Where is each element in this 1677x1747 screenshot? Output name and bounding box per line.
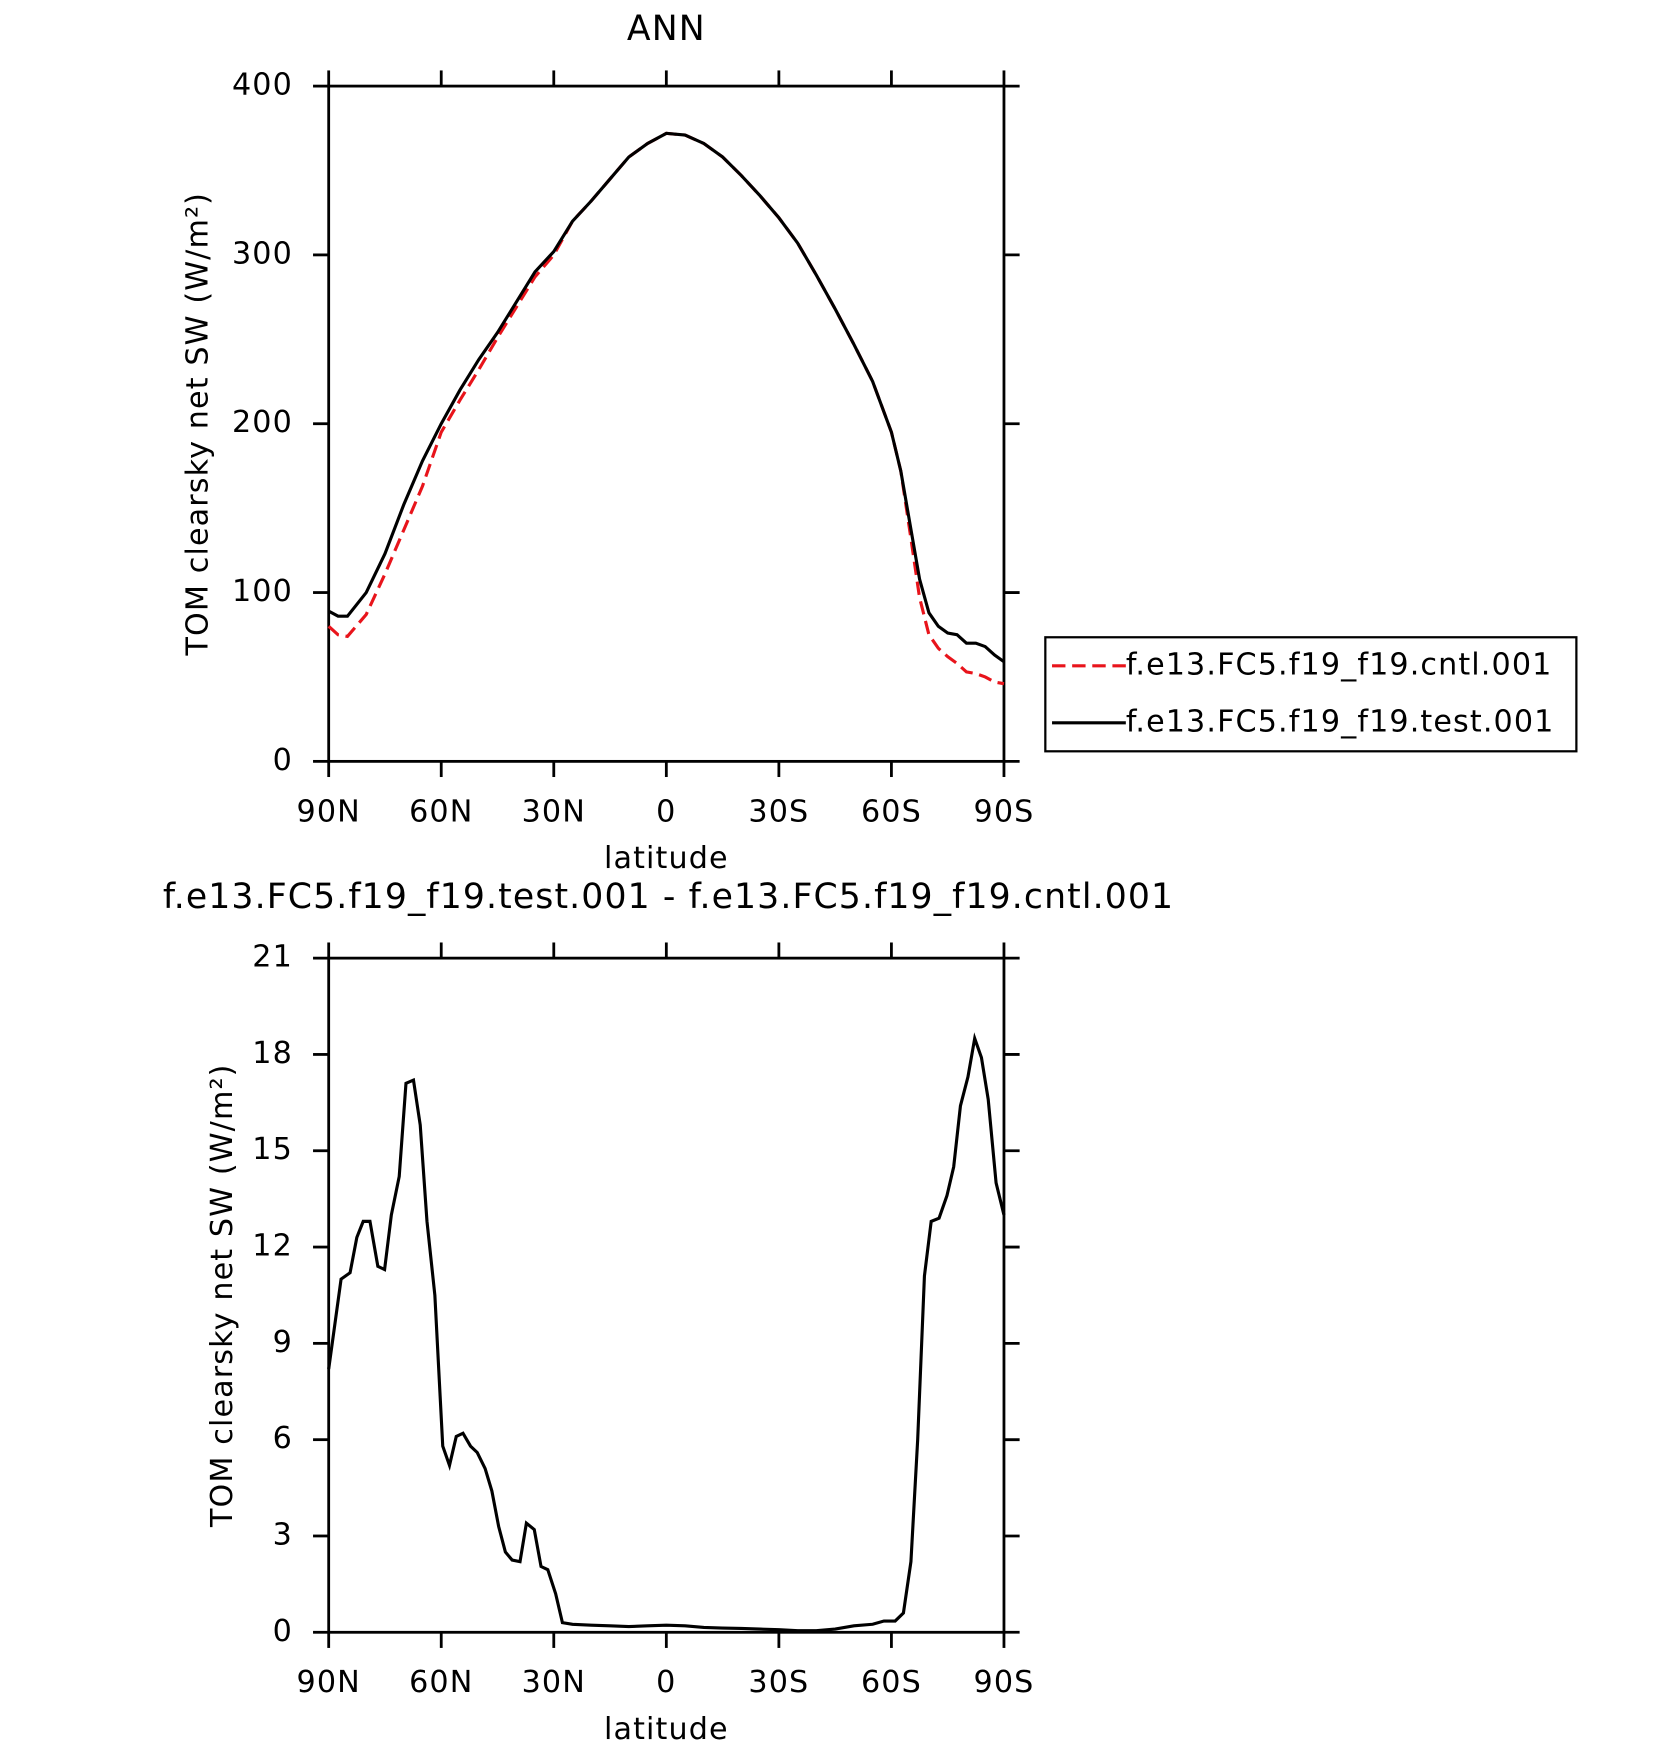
- x-tick-label: 60S: [861, 794, 922, 829]
- chart-title: f.e13.FC5.f19_f19.test.001 - f.e13.FC5.f…: [163, 877, 1174, 917]
- line-series: [327, 131, 1005, 664]
- chart-title: ANN: [627, 9, 706, 49]
- y-tick-label: 6: [273, 1421, 293, 1456]
- x-tick-label: 60S: [861, 1665, 922, 1700]
- plot-frame: [327, 84, 1006, 763]
- x-tick-label: 30S: [748, 794, 809, 829]
- legend-label: f.e13.FC5.f19_f19.cntl.001: [1126, 647, 1553, 682]
- x-tick-label: 90N: [297, 1665, 361, 1700]
- y-tick-label: 9: [273, 1325, 293, 1360]
- y-tick-label: 300: [232, 236, 293, 271]
- x-tick-label: 0: [656, 1665, 676, 1700]
- legend-box: [1044, 636, 1578, 753]
- plot-frame: [327, 956, 1006, 1634]
- x-axis-label: latitude: [604, 841, 729, 876]
- y-tick-label: 18: [252, 1036, 293, 1071]
- x-tick-label: 30S: [748, 1665, 809, 1700]
- y-tick-label: 3: [273, 1517, 293, 1552]
- y-tick-label: 0: [273, 1614, 293, 1649]
- x-tick-label: 90S: [974, 1665, 1035, 1700]
- x-axis-label: latitude: [604, 1712, 729, 1747]
- x-tick-label: 90S: [974, 794, 1035, 829]
- x-tick-label: 30N: [522, 1665, 586, 1700]
- y-tick-label: 15: [252, 1132, 293, 1167]
- y-tick-label: 0: [273, 743, 293, 778]
- y-tick-label: 400: [232, 68, 293, 103]
- y-axis-label: TOM clearsky net SW (W/m²): [205, 1063, 240, 1528]
- y-tick-label: 100: [232, 574, 293, 609]
- x-tick-label: 60N: [409, 794, 473, 829]
- x-tick-label: 30N: [522, 794, 586, 829]
- y-tick-label: 12: [252, 1229, 293, 1264]
- legend-label: f.e13.FC5.f19_f19.test.001: [1126, 704, 1555, 739]
- y-tick-label: 21: [252, 940, 293, 975]
- x-tick-label: 0: [656, 794, 676, 829]
- x-tick-label: 90N: [297, 794, 361, 829]
- x-tick-label: 60N: [409, 1665, 473, 1700]
- y-axis-label: TOM clearsky net SW (W/m²): [181, 192, 216, 657]
- line-series: [327, 1032, 1006, 1633]
- y-tick-label: 200: [232, 405, 293, 440]
- line-series: [327, 131, 1005, 686]
